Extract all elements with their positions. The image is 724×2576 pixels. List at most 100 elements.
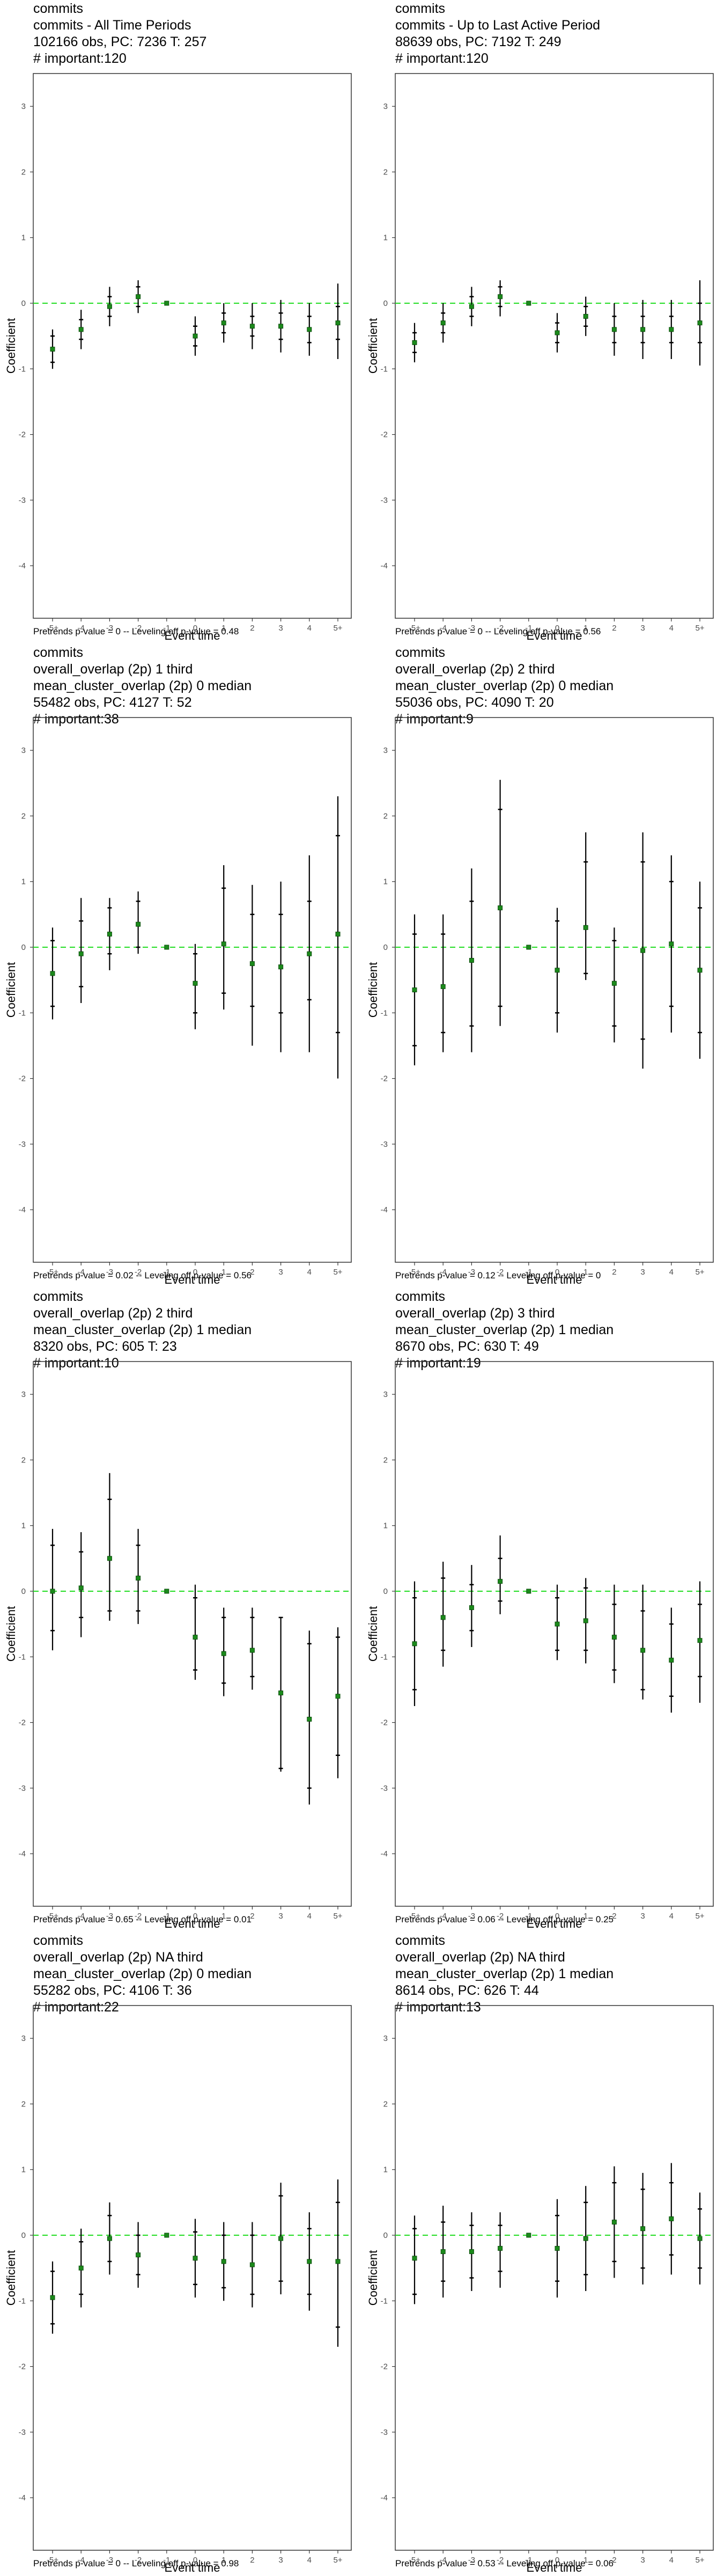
coefficient-point [640,327,646,332]
coefficient-point [555,968,560,973]
chart-panel: commits commits - Up to Last Active Perio… [362,0,724,644]
y-tick-label: 3 [383,746,388,755]
chart-title-line: mean_cluster_overlap (2p) 1 median [395,1966,614,1981]
x-tick-label: -2 [497,1268,504,1277]
y-tick-label: 1 [383,233,388,243]
coefficient-point [107,932,112,937]
pvalue-footnote: Pretrends p-value = 0 -- Leveling off p-… [33,2558,239,2568]
coefficient-point [164,301,169,306]
coefficient-point [697,320,703,326]
y-tick-label: 2 [383,811,388,821]
coefficient-point [78,951,84,956]
chart-title-line: overall_overlap (2p) NA third [395,1950,565,1965]
coefficient-point [469,2249,474,2255]
coefficient-point [697,1638,703,1643]
y-axis-title: Coefficient [366,2250,380,2306]
y-tick-label: 0 [21,299,26,308]
chart-title-line: commits [395,1933,446,1948]
x-tick-label: -4 [78,1912,85,1921]
x-tick-label: 5+ [333,1268,342,1277]
y-tick-label: -1 [381,1652,388,1662]
coefficient-point [164,1589,169,1594]
coefficient-point [136,1576,141,1581]
y-tick-label: -2 [381,2362,388,2372]
x-axis-title: Event time [165,2561,220,2574]
x-tick-label: 1 [221,624,226,633]
coefficient-point [307,951,312,956]
pvalue-footnote: Pretrends p-value = 0.12 -- Leveling off… [395,1270,601,1280]
x-tick-label: -1 [525,1268,532,1277]
coefficient-point [249,1648,255,1653]
chart-panel: commits overall_overlap (2p) 3 third mean_… [362,1288,724,1932]
y-tick-label: -1 [19,2296,26,2306]
y-tick-label: -4 [19,1205,26,1214]
y-tick-label: -4 [381,1849,388,1858]
y-tick-label: 0 [383,1587,388,1596]
coefficient-point [412,1641,417,1646]
y-tick-label: -4 [381,561,388,570]
chart-title-line: commits [33,1,84,16]
y-tick-label: 3 [21,1390,26,1399]
x-tick-label: 0 [555,1912,559,1921]
x-tick-label: 0 [193,1912,197,1921]
plot-frame [33,1361,352,1907]
coefficient-point [164,2233,169,2238]
x-tick-label: 3 [640,1912,645,1921]
x-tick-label: -5+ [47,1268,58,1277]
y-axis-title: Coefficient [4,2250,18,2306]
coefficient-point [640,948,646,953]
y-axis-title: Coefficient [4,318,18,374]
y-axis-title: Coefficient [4,962,18,1018]
x-tick-label: 5+ [333,1912,342,1921]
x-tick-label: -4 [78,2556,85,2565]
pvalue-footnote: Pretrends p-value = 0.06 -- Leveling off… [395,1914,614,1924]
coefficient-point [469,1605,474,1611]
chart-title-line: 102166 obs, PC: 7236 T: 257 [33,34,207,49]
event-study-plot: -4 -3 -2 -1 0 1 2 3 -5+ -4 -3 -2 -1 0 1 2 3 4 5+ Event time… [4,717,352,1286]
x-tick-label: 4 [669,1912,674,1921]
x-tick-label: 4 [669,1268,674,1277]
y-tick-label: -1 [19,364,26,374]
coefficient-point [412,2256,417,2261]
x-tick-label: -4 [440,2556,447,2565]
pvalue-footnote: Pretrends p-value = 0.02 -- Leveling off… [33,1270,252,1280]
x-tick-label: -2 [497,1912,504,1921]
chart-title-line: overall_overlap (2p) 2 third [33,1306,193,1321]
x-tick-label: 4 [669,624,674,633]
y-tick-label: -3 [19,496,26,505]
y-tick-label: 2 [383,1455,388,1465]
x-axis-title: Event time [527,1917,582,1930]
x-tick-label: -1 [163,2556,170,2565]
y-tick-label: -2 [19,430,26,440]
coefficient-point [669,2216,674,2221]
y-tick-label: 0 [383,943,388,952]
y-tick-label: -3 [381,1784,388,1793]
x-tick-label: -4 [440,1268,447,1277]
y-tick-label: 1 [383,2165,388,2175]
chart-title-line: mean_cluster_overlap (2p) 0 median [33,678,252,693]
coefficient-point [249,2262,255,2267]
x-tick-label: 3 [640,2556,645,2565]
pvalue-footnote: Pretrends p-value = 0.65 -- Leveling off… [33,1914,252,1924]
coefficient-point [583,1618,588,1623]
x-tick-label: -3 [106,2556,113,2565]
chart-title-line: 8614 obs, PC: 626 T: 44 [395,1983,539,1998]
y-tick-label: -3 [381,2428,388,2437]
x-tick-label: -5+ [409,2556,420,2565]
x-tick-label: 3 [278,624,283,633]
y-tick-label: 3 [383,1390,388,1399]
chart-title-line: commits - Up to Last Active Period [395,18,601,33]
y-tick-label: -1 [381,1008,388,1018]
x-tick-label: 2 [250,624,254,633]
chart-title-line: 8320 obs, PC: 605 T: 23 [33,1339,177,1354]
x-tick-label: 5+ [695,2556,704,2565]
event-study-plot: -4 -3 -2 -1 0 1 2 3 -5+ -4 -3 -2 -1 0 1 2 3 4 5+ Event time… [4,1361,352,1930]
chart-title-line: # important:13 [395,2000,481,2015]
y-tick-label: -1 [19,1652,26,1662]
chart-panel: commits overall_overlap (2p) 1 third mean_… [0,644,362,1288]
coefficient-point [526,301,531,306]
x-tick-label: 1 [583,624,588,633]
chart-title-line: # important:19 [395,1356,481,1371]
x-axis-title: Event time [527,629,582,642]
coefficient-point [278,324,284,329]
